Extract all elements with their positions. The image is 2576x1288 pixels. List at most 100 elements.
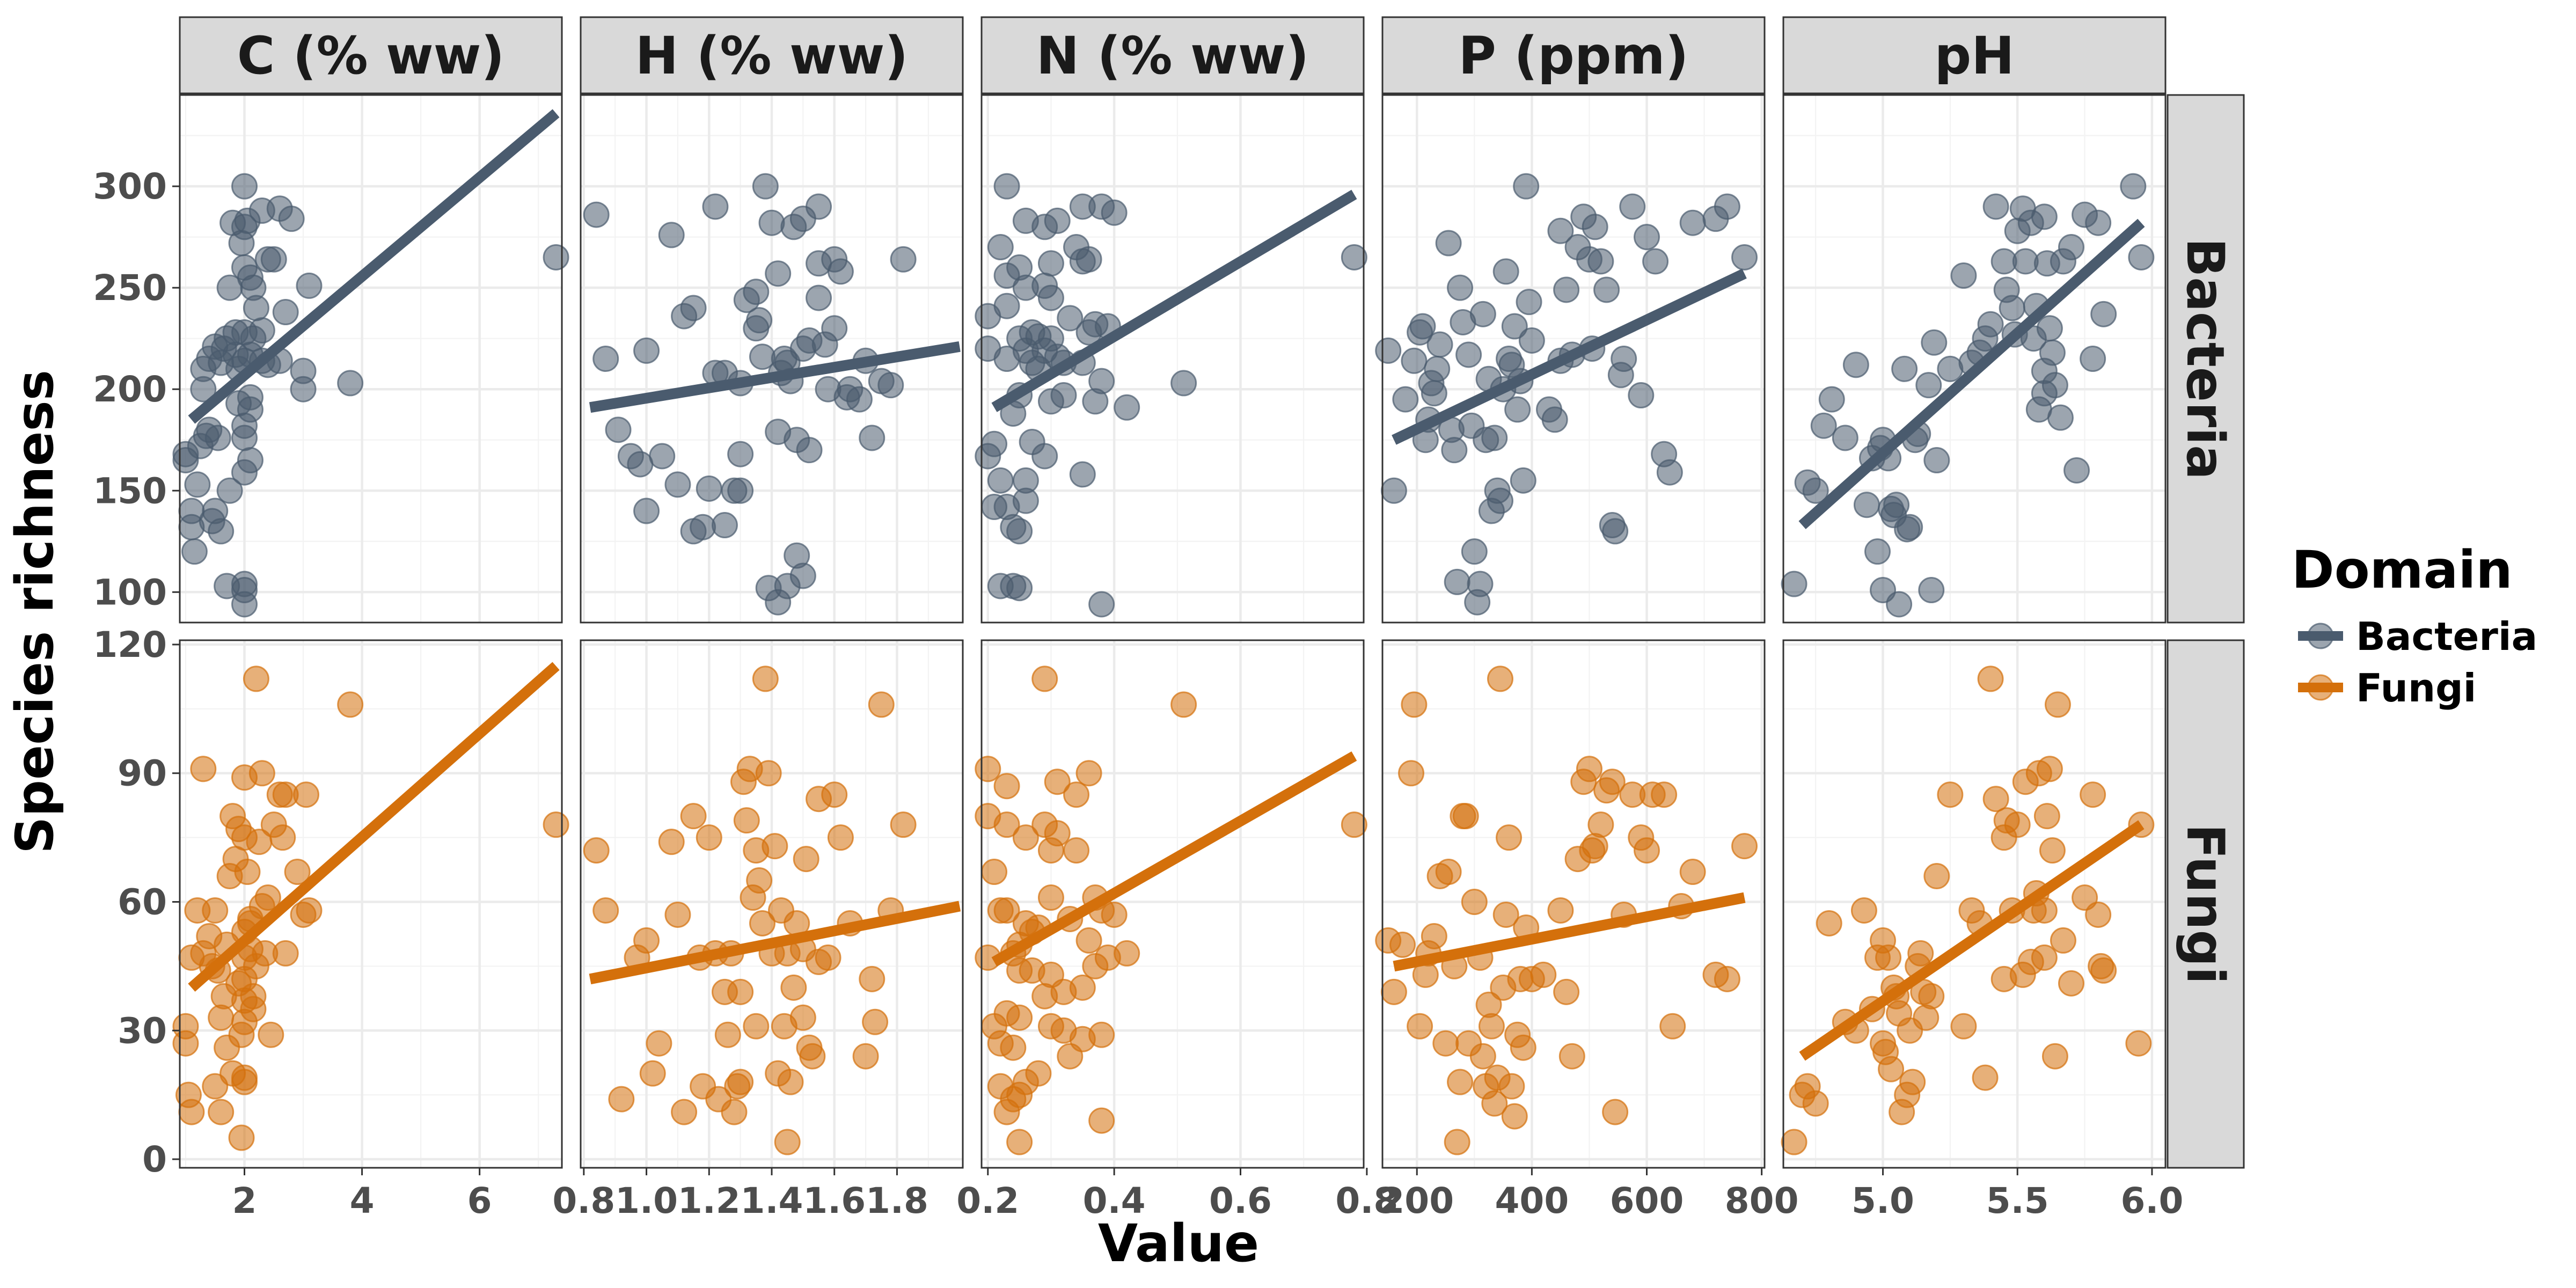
data-point <box>2125 1030 2152 1057</box>
trend-line <box>589 341 961 413</box>
data-point <box>806 193 832 220</box>
x-tick-label: 6.0 <box>2120 1180 2183 1221</box>
data-point <box>1899 1069 1926 1095</box>
data-point <box>1897 514 1923 540</box>
strip-c <box>179 16 563 94</box>
data-point <box>1050 382 1077 409</box>
data-point <box>862 1008 889 1035</box>
data-point <box>1883 492 1910 518</box>
panel-border <box>1782 94 2167 624</box>
data-point <box>1114 940 1140 967</box>
data-point <box>172 1030 199 1057</box>
data-point <box>859 425 885 451</box>
data-point <box>2072 884 2098 911</box>
data-point <box>608 1086 635 1113</box>
data-point <box>743 1013 770 1040</box>
data-point <box>714 1021 741 1048</box>
data-point <box>877 372 904 399</box>
data-point <box>1510 1034 1536 1061</box>
legend-label: Bacteria <box>2356 614 2537 659</box>
data-point <box>1069 461 1096 488</box>
data-point <box>202 1073 229 1100</box>
data-point <box>1547 217 1574 244</box>
data-point <box>1878 1056 1905 1082</box>
data-point <box>727 477 754 504</box>
data-point <box>1031 665 1058 692</box>
data-point <box>777 1069 804 1095</box>
data-point <box>1915 372 1942 399</box>
y-tick-label: 90 <box>118 753 167 794</box>
data-point <box>592 897 619 924</box>
data-point <box>765 260 792 287</box>
data-point <box>2058 234 2085 261</box>
data-point <box>1000 1034 1027 1061</box>
data-point <box>2058 970 2085 997</box>
data-point <box>204 425 231 451</box>
data-point <box>181 538 208 565</box>
data-point <box>337 691 364 718</box>
x-tick-label: 2 <box>232 1180 257 1221</box>
data-point <box>1714 193 1740 220</box>
panel-fungi-c: 0 30 60 90 120 2 4 6 <box>93 624 569 1221</box>
data-point <box>1487 487 1513 514</box>
data-point <box>1850 897 1877 924</box>
data-point <box>765 589 792 616</box>
data-point <box>272 940 299 967</box>
data-point <box>231 1069 258 1095</box>
data-point <box>1619 193 1646 220</box>
data-point <box>1409 313 1436 340</box>
data-point <box>2036 756 2063 782</box>
panel-bacteria-h <box>580 94 964 624</box>
data-point <box>1341 811 1367 838</box>
data-point <box>1114 394 1140 421</box>
data-point <box>2044 691 2071 718</box>
strip-fungi <box>2167 639 2245 1169</box>
x-tick-label: 1.0 <box>615 1180 678 1221</box>
data-point <box>278 206 305 232</box>
data-point <box>231 173 258 200</box>
data-point <box>1547 897 1574 924</box>
data-point <box>1341 244 1367 270</box>
data-point <box>827 824 854 851</box>
data-point <box>1977 311 2004 338</box>
data-point <box>975 756 1001 782</box>
trend-line <box>188 662 560 992</box>
x-tick-label: 1.4 <box>741 1180 803 1221</box>
y-tick-label: 200 <box>93 369 167 410</box>
data-point <box>789 1004 816 1031</box>
data-point <box>2031 357 2058 384</box>
data-point <box>1999 295 2025 321</box>
x-tick-label: 0.2 <box>956 1180 1019 1221</box>
data-point <box>1492 258 1519 285</box>
data-point <box>1481 1090 1508 1117</box>
data-point <box>1599 769 1626 795</box>
strip-label-ph: pH <box>1934 26 2014 86</box>
panel-border <box>980 639 1365 1169</box>
data-point <box>727 441 754 467</box>
data-point <box>987 467 1014 494</box>
data-point <box>190 376 217 402</box>
data-point <box>758 209 785 236</box>
x-tick-label: 0.8 <box>1335 1180 1398 1221</box>
data-point <box>269 824 296 851</box>
data-point <box>1582 214 1608 240</box>
data-point <box>746 307 773 334</box>
data-point <box>231 425 258 451</box>
x-tick-label: 1.8 <box>866 1180 928 1221</box>
data-point <box>2128 244 2155 270</box>
data-point <box>1816 910 1842 936</box>
x-tick-label: 0.8 <box>552 1180 615 1221</box>
strip-label-p: P (ppm) <box>1459 26 1689 86</box>
data-point <box>664 901 691 928</box>
data-point <box>1426 331 1453 358</box>
data-point <box>1634 837 1660 864</box>
data-point <box>993 897 1020 924</box>
data-point <box>1037 250 1064 277</box>
data-point <box>2090 301 2117 327</box>
data-point <box>1950 262 1977 289</box>
legend-title: Domain <box>2292 540 2513 600</box>
data-point <box>1170 691 1197 718</box>
data-point <box>231 591 258 618</box>
data-point <box>228 1124 255 1151</box>
